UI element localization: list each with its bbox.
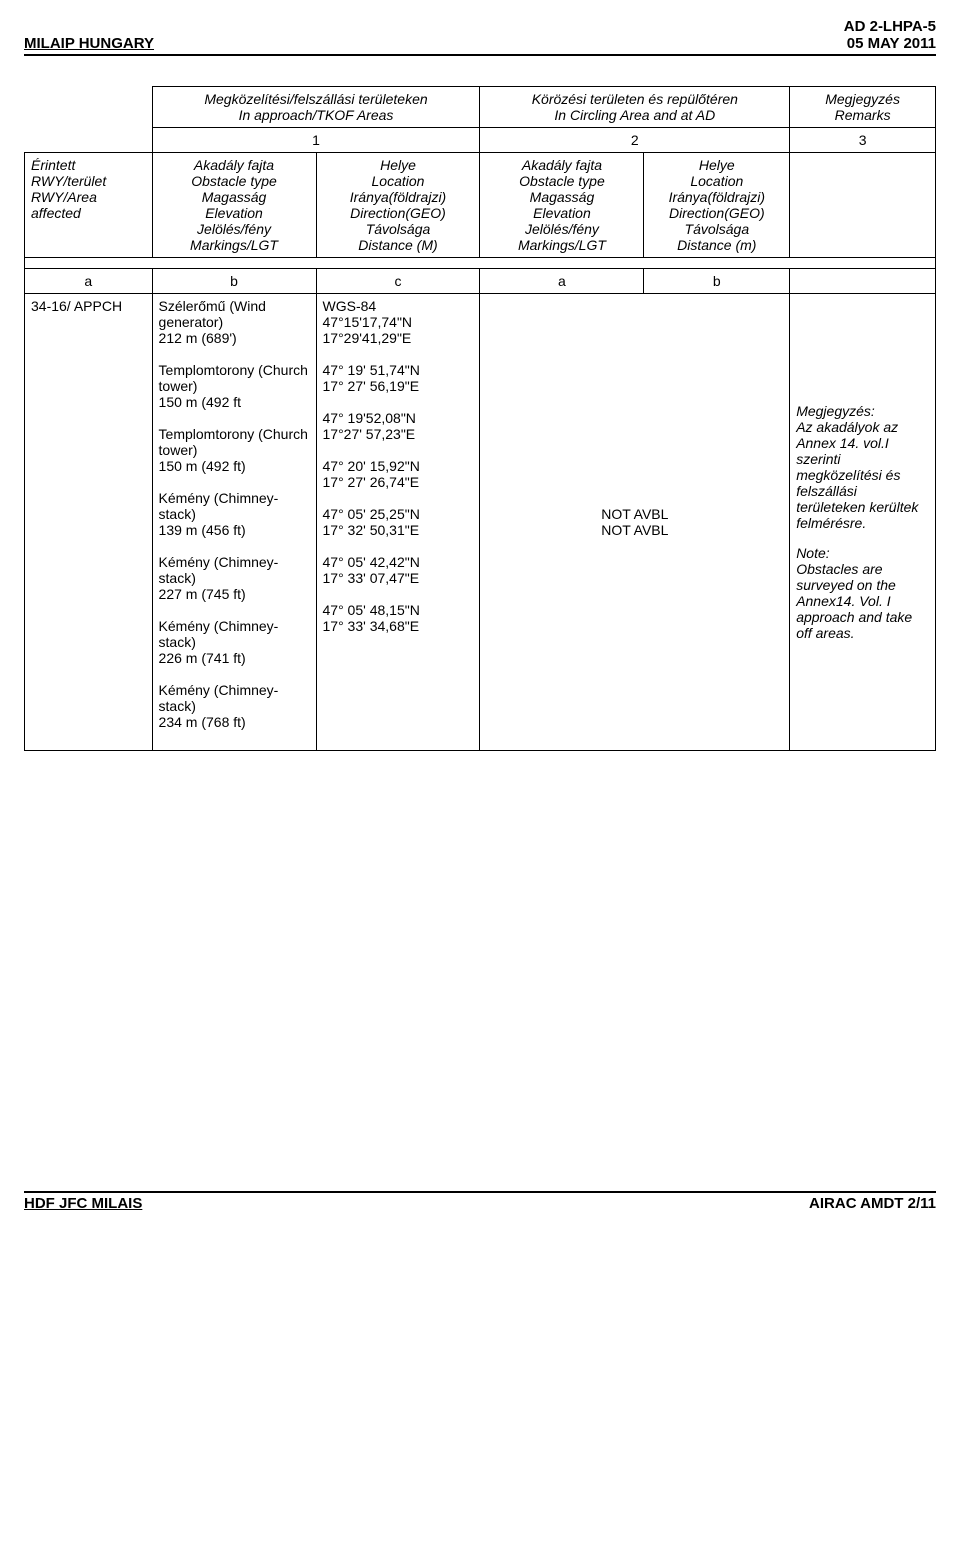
coords-cell: WGS-8447°15'17,74"N 17°29'41,29"E 47° 19'…: [316, 294, 480, 751]
letter-b: b: [152, 269, 316, 294]
table-row: Érintett RWY/terület RWY/Area affected A…: [25, 153, 936, 258]
remarks-cell: Megjegyzés: Az akadályok az Annex 14. vo…: [790, 294, 936, 751]
col-header-obst1: Akadály fajta Obstacle type Magasság Ele…: [152, 153, 316, 258]
table-row: Megközelítési/felszállási területeken In…: [25, 87, 936, 128]
coord-item: 47° 19'52,08"N 17°27' 57,23"E: [323, 410, 474, 442]
obstacle-item: Kémény (Chimney-stack) 234 m (768 ft): [159, 682, 310, 730]
remarks-hu: Megjegyzés: Az akadályok az Annex 14. vo…: [796, 403, 929, 531]
wgs-label: WGS-84: [323, 298, 474, 314]
coord-item: 47° 19' 51,74"N 17° 27' 56,19"E: [323, 362, 474, 394]
not-avbl-cell: NOT AVBL NOT AVBL: [480, 294, 790, 751]
coord-item: 47° 05' 42,42"N 17° 33' 07,47"E: [323, 554, 474, 586]
header-date: 05 MAY 2011: [844, 35, 936, 52]
super-header-circling: Körözési területen és repülőtéren In Cir…: [480, 87, 790, 128]
letter-a: a: [25, 269, 153, 294]
header-doc-id: AD 2-LHPA-5: [844, 18, 936, 35]
num-1: 1: [152, 128, 480, 153]
num-2: 2: [480, 128, 790, 153]
obstacles-cell: Szélerőmű (Wind generator) 212 m (689') T…: [152, 294, 316, 751]
coord-item: 47° 05' 48,15"N 17° 33' 34,68"E: [323, 602, 474, 634]
remarks-en: Note: Obstacles are surveyed on the Anne…: [796, 545, 929, 641]
num-3: 3: [790, 128, 936, 153]
coord-item: 47°15'17,74"N 17°29'41,29"E: [323, 314, 474, 346]
obstacle-item: Kémény (Chimney-stack) 139 m (456 ft): [159, 490, 310, 538]
coord-item: 47° 05' 25,25"N 17° 32' 50,31"E: [323, 506, 474, 538]
table-row: 34-16/ APPCH Szélerőmű (Wind generator) …: [25, 294, 936, 751]
page-footer: HDF JFC MILAIS AIRAC AMDT 2/11: [24, 1191, 936, 1212]
page-header: MILAIP HUNGARY AD 2-LHPA-5 05 MAY 2011: [24, 18, 936, 56]
header-right: AD 2-LHPA-5 05 MAY 2011: [844, 18, 936, 52]
letter-c: c: [316, 269, 480, 294]
obstacle-item: Kémény (Chimney-stack) 227 m (745 ft): [159, 554, 310, 602]
col-header-loc2: Helye Location Iránya(földrajzi) Directi…: [644, 153, 790, 258]
letter-b2: b: [644, 269, 790, 294]
col-header-obst2: Akadály fajta Obstacle type Magasság Ele…: [480, 153, 644, 258]
coord-item: 47° 20' 15,92"N 17° 27' 26,74"E: [323, 458, 474, 490]
footer-right: AIRAC AMDT 2/11: [809, 1195, 936, 1212]
footer-left: HDF JFC MILAIS: [24, 1195, 142, 1212]
letter-a2: a: [480, 269, 644, 294]
col-header-loc1: Helye Location Iránya(földrajzi) Directi…: [316, 153, 480, 258]
col-header-rwy: Érintett RWY/terület RWY/Area affected: [25, 153, 153, 258]
main-table: Megközelítési/felszállási területeken In…: [24, 86, 936, 751]
obstacle-item: Kémény (Chimney-stack) 226 m (741 ft): [159, 618, 310, 666]
appch-label: 34-16/ APPCH: [25, 294, 153, 751]
table-row: [25, 258, 936, 269]
header-left: MILAIP HUNGARY: [24, 35, 154, 52]
table-row: a b c a b: [25, 269, 936, 294]
obstacle-item: Templomtorony (Church tower) 150 m (492 …: [159, 426, 310, 474]
super-header-remarks: Megjegyzés Remarks: [790, 87, 936, 128]
obstacle-item: Szélerőmű (Wind generator) 212 m (689'): [159, 298, 310, 346]
super-header-approach: Megközelítési/felszállási területeken In…: [152, 87, 480, 128]
obstacle-item: Templomtorony (Church tower) 150 m (492 …: [159, 362, 310, 410]
table-row: 1 2 3: [25, 128, 936, 153]
